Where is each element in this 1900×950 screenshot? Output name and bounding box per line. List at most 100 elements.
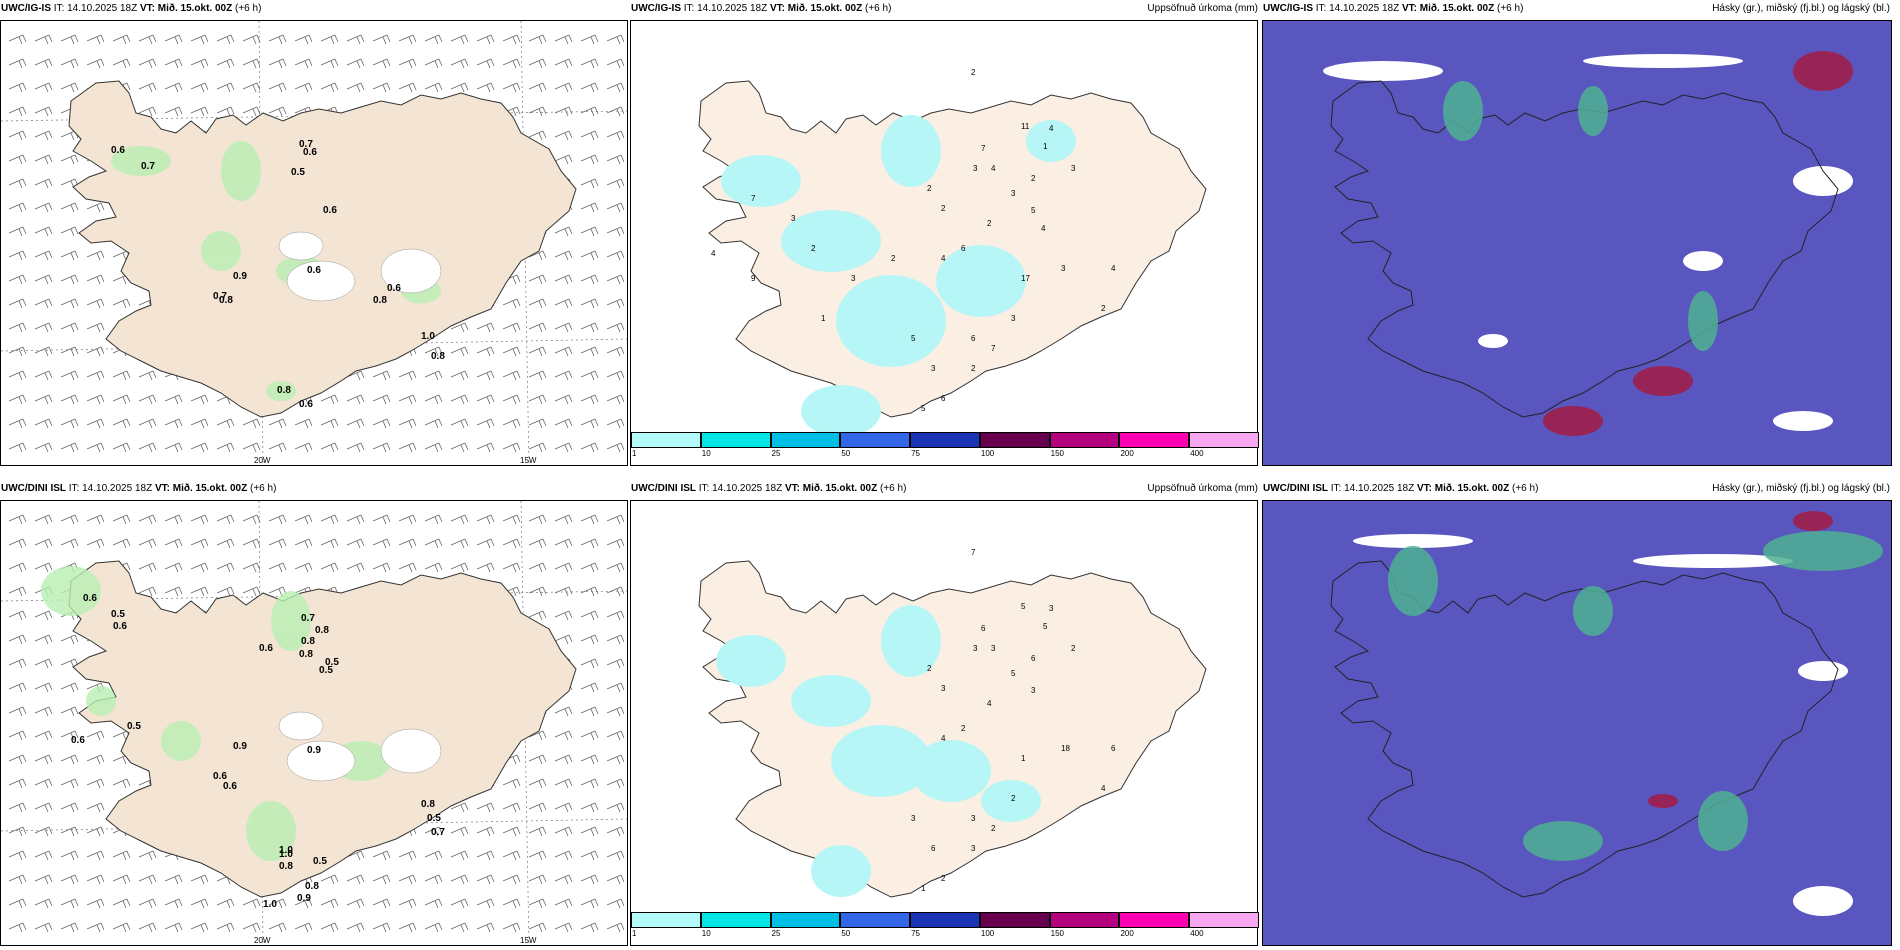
value-label: 3 <box>1061 264 1066 273</box>
value-label: 2 <box>891 254 896 263</box>
wind-barb <box>86 802 105 813</box>
wind-barb <box>8 874 27 885</box>
wind-barb <box>8 58 27 69</box>
wind-barb <box>606 538 625 549</box>
wind-barb <box>554 634 573 645</box>
wind-barb <box>606 802 625 813</box>
wind-barb <box>138 82 157 93</box>
wind-barb <box>580 562 599 573</box>
high-cloud-area <box>1763 531 1883 571</box>
wind-barb <box>346 394 365 405</box>
wind-barb <box>86 346 105 357</box>
wind-barb <box>424 538 443 549</box>
wind-barb <box>606 682 625 693</box>
value-label: 3 <box>791 214 796 223</box>
value-label: 0.8 <box>299 649 313 660</box>
wind-barb <box>424 514 443 525</box>
wind-barb <box>554 370 573 381</box>
wind-barb <box>528 754 547 765</box>
wind-barb <box>34 322 53 333</box>
wind-barb <box>606 346 625 357</box>
wind-barb <box>242 34 261 45</box>
value-label: 1.0 <box>279 849 293 860</box>
glacier <box>380 248 442 294</box>
wind-barb <box>8 730 27 741</box>
value-label: 0.6 <box>307 265 321 276</box>
wind-barb <box>502 850 521 861</box>
wind-barb <box>554 418 573 429</box>
lon-label-20w: 20W <box>254 456 271 465</box>
wind-barb <box>164 106 183 117</box>
wind-barb <box>528 514 547 525</box>
wind-barb <box>268 106 287 117</box>
clear-area <box>1773 411 1833 431</box>
wind-barb <box>606 82 625 93</box>
wind-barb <box>346 58 365 69</box>
wind-barb <box>268 34 287 45</box>
wind-barb <box>398 58 417 69</box>
wind-map-svg: 0.60.70.70.60.50.60.90.60.70.8 0.81.00.80… <box>1 21 627 465</box>
map-wind-dini[interactable]: 0.6 0.5 0.6 0.6 0.7 0.8 0.8 0.8 0.5 0.5 0.5 0.6 0.9 0… <box>0 500 628 946</box>
map-cloud-ig[interactable] <box>1262 20 1892 466</box>
wind-barb <box>216 106 235 117</box>
wind-barb <box>580 346 599 357</box>
wind-barb <box>34 34 53 45</box>
panel-ig-wind: UWC/IG-IS IT: 14.10.2025 18Z VT: Mið. 15… <box>0 0 630 470</box>
value-label: 4 <box>991 164 996 173</box>
wind-barb <box>450 442 469 453</box>
cloud-map-svg <box>1263 21 1891 465</box>
wind-barb <box>450 82 469 93</box>
panel-title: UWC/DINI ISL IT: 14.10.2025 18Z VT: Mið.… <box>1263 483 1539 494</box>
wind-barb <box>502 514 521 525</box>
wind-barb <box>580 706 599 717</box>
wind-barb <box>580 154 599 165</box>
precip-area <box>911 740 991 802</box>
map-cloud-dini[interactable] <box>1262 500 1892 946</box>
value-label: 3 <box>971 844 976 853</box>
wind-barb <box>190 34 209 45</box>
glacier <box>380 728 442 774</box>
clear-area <box>1798 661 1848 681</box>
wind-barb <box>86 418 105 429</box>
wind-barb <box>606 658 625 669</box>
wind-barb <box>138 874 157 885</box>
wind-barb <box>554 706 573 717</box>
map-precip-dini[interactable]: 7 5 3 5 6 3 3 2 6 5 3 4 2 3 2 4 1 18 6 4 2 2 3 3 6 3 2 1 <box>630 500 1258 946</box>
colorbar-swatch <box>910 432 980 448</box>
value-label: 5 <box>921 404 926 413</box>
colorbar-label: 200 <box>1120 929 1134 938</box>
wind-barb <box>424 562 443 573</box>
wind-barb <box>372 514 391 525</box>
value-label: 7 <box>751 194 756 203</box>
wind-barb <box>450 418 469 429</box>
wind-barb <box>34 442 53 453</box>
wind-barb <box>320 442 339 453</box>
value-label: 4 <box>941 734 946 743</box>
green-area <box>221 141 261 201</box>
wind-barb <box>502 58 521 69</box>
wind-barb <box>138 562 157 573</box>
map-precip-ig[interactable]: 2 11 4 1 7 3 4 3 2 3 5 2 2 2 6 4 17 3 4 2 3 7 6 5 3 2 6 5 4 7 3 2 9 1 3 2 4 <box>630 20 1258 466</box>
wind-barb <box>606 442 625 453</box>
high-cloud-areas <box>1443 81 1718 351</box>
map-wind-ig[interactable]: 0.6 0.7 0.7 0.6 0.5 0.6 0.9 0.6 0.7 0.8 0.8 1.0 0.8 0… <box>0 20 628 466</box>
wind-barb <box>8 826 27 837</box>
wind-barb <box>8 802 27 813</box>
colorbar-swatch <box>770 432 841 448</box>
value-label: 1.0 <box>279 845 293 856</box>
wind-barb <box>372 898 391 909</box>
wind-barb <box>528 322 547 333</box>
wind-barb <box>138 538 157 549</box>
wind-barb <box>138 922 157 933</box>
wind-barb <box>554 226 573 237</box>
wind-barb <box>34 346 53 357</box>
wind-barb <box>580 538 599 549</box>
wind-barb <box>476 346 495 357</box>
wind-barb <box>450 34 469 45</box>
wind-barb <box>190 922 209 933</box>
wind-barb <box>86 442 105 453</box>
wind-barb <box>580 730 599 741</box>
wind-barb <box>320 514 339 525</box>
